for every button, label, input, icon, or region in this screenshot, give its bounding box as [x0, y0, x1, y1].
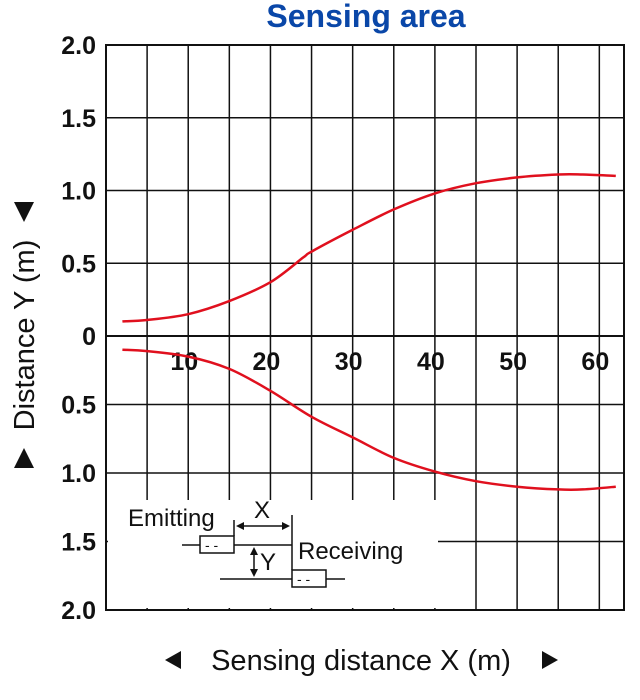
x-tick-label: 20 — [253, 348, 281, 376]
receiving-label: Receiving — [298, 538, 403, 565]
x-tick-label: 50 — [499, 348, 527, 376]
sensing-area-curves — [122, 172, 616, 492]
x-axis-title: Sensing distance X (m) — [211, 645, 511, 677]
x-dimension-label: X — [254, 497, 270, 524]
y-tick-label: 0.5 — [61, 250, 96, 278]
y-tick-labels: 2.0 1.5 1.0 0.5 0 0.5 1.0 1.5 2.0 — [61, 32, 96, 625]
sensing-boundary-upper — [122, 172, 616, 323]
y-tick-label: 1.0 — [61, 178, 96, 206]
legend-diagram: Emitting Receiving - - - - X Y — [108, 497, 438, 608]
chart-title: Sensing area — [266, 0, 466, 34]
x-dimension-arrow-right — [282, 522, 290, 530]
y-tick-label: 2.0 — [61, 597, 96, 625]
x-tick-label: 30 — [335, 348, 363, 376]
emitter-dash: - - — [205, 537, 219, 553]
x-axis-arrow-right — [542, 651, 558, 669]
x-tick-label: 10 — [170, 348, 198, 376]
y-tick-label: 2.0 — [61, 32, 96, 60]
x-axis-arrow-left — [165, 651, 181, 669]
y-tick-label: 1.5 — [61, 529, 96, 557]
receiver-dash: - - — [297, 571, 311, 587]
sensing-boundary-lower — [122, 348, 616, 492]
receiver-box — [291, 569, 327, 588]
x-tick-label: 60 — [581, 348, 609, 376]
y-dimension-label: Y — [260, 549, 276, 576]
emitting-label: Emitting — [128, 505, 215, 532]
y-dimension-arrow-down — [250, 569, 258, 577]
y-tick-label: 0.5 — [61, 392, 96, 420]
x-tick-labels: 10 20 30 40 50 60 — [170, 348, 609, 376]
y-tick-label: 1.5 — [61, 105, 96, 133]
y-tick-label: 0 — [82, 323, 96, 351]
x-tick-label: 40 — [417, 348, 445, 376]
x-dimension-arrow-left — [236, 522, 244, 530]
y-tick-label: 1.0 — [61, 460, 96, 488]
y-axis-arrow-down — [14, 448, 34, 468]
emitter-box — [199, 535, 235, 554]
legend-background — [108, 500, 438, 608]
y-axis-title: Distance Y (m) — [9, 240, 41, 431]
plot-frame — [105, 44, 625, 611]
y-dimension-arrow-up — [250, 547, 258, 555]
y-axis-arrow-up — [14, 202, 34, 222]
